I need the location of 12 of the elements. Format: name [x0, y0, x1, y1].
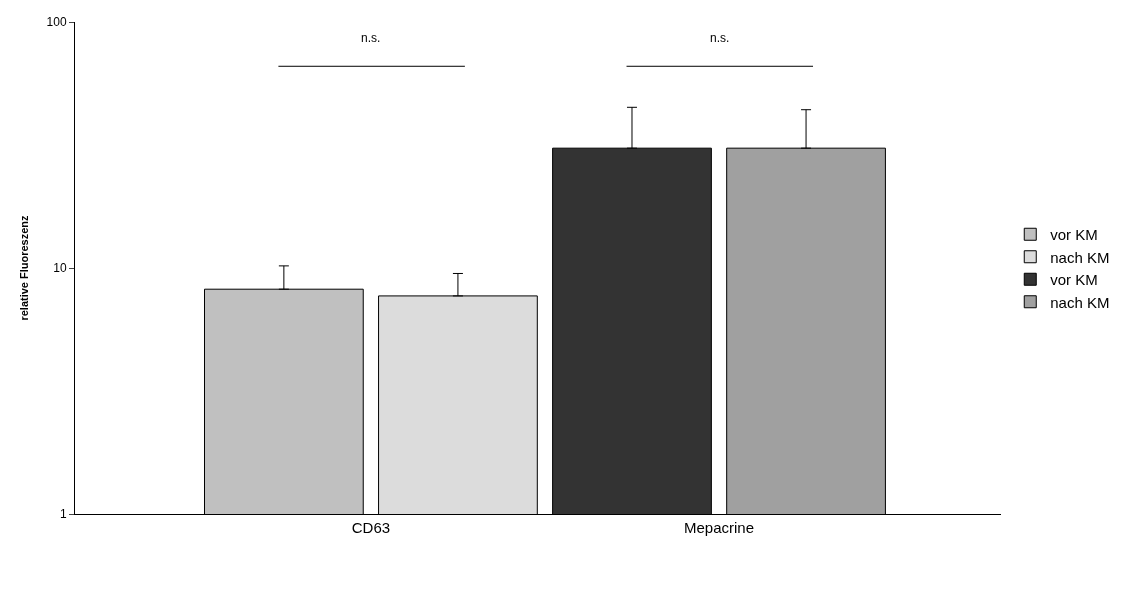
- legend-label: vor KM: [1050, 271, 1098, 289]
- legend-label: vor KM: [1050, 226, 1098, 244]
- x-tick-label: Mepacrine: [684, 519, 755, 536]
- annotation: n.s.: [361, 31, 381, 45]
- annotation: n.s.: [710, 31, 730, 45]
- legend-label: nach KM: [1050, 248, 1110, 266]
- y-axis-title: relative Fluoreszenz: [18, 214, 31, 321]
- y-tick-label: 1: [59, 507, 67, 522]
- legend-label: nach KM: [1050, 293, 1110, 311]
- x-tick-label: CD63: [351, 519, 391, 536]
- y-tick-label: 10: [53, 261, 67, 276]
- y-tick-label: 100: [46, 15, 67, 30]
